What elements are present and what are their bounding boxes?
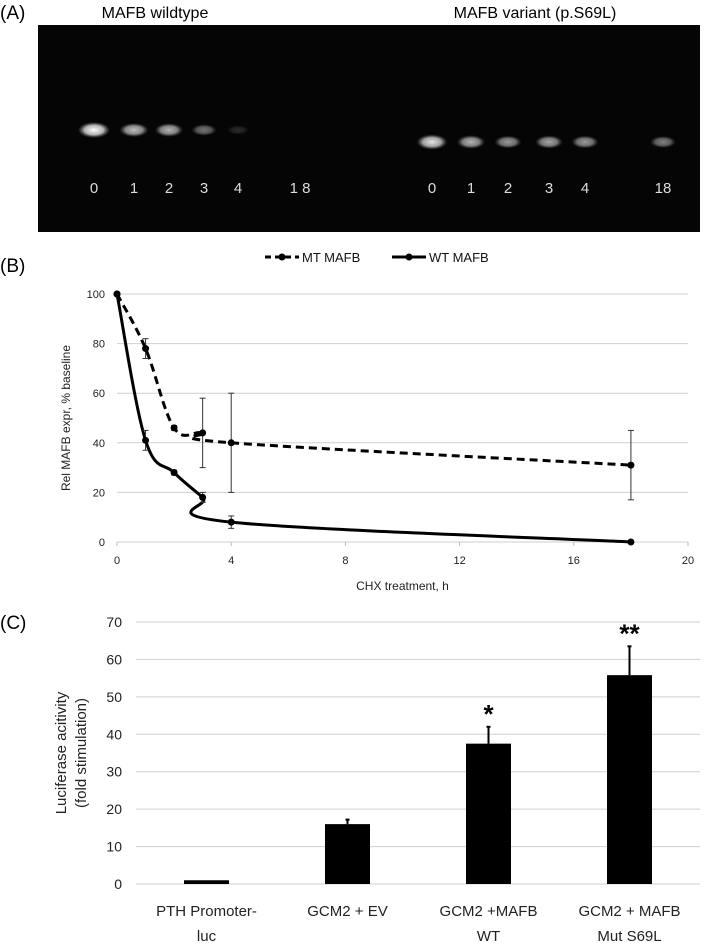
y-tick-label: 80 <box>93 339 105 351</box>
legend-marker <box>405 253 413 261</box>
x-tick-label: 4 <box>228 555 234 567</box>
lane-label: 3 <box>545 180 553 197</box>
panel-label-b: (B) <box>0 256 25 277</box>
gel-band <box>535 135 563 149</box>
x-tick-label: 8 <box>342 555 348 567</box>
lane-label: 2 <box>165 180 173 197</box>
significance-marker: ** <box>619 618 640 648</box>
data-point <box>227 518 235 526</box>
y-tick-label: 60 <box>93 388 105 400</box>
x-tick-label: 16 <box>568 555 580 567</box>
y-tick-label: 40 <box>106 726 122 742</box>
category-label: GCM2 + MAFB <box>578 903 680 920</box>
lane-label: 3 <box>200 180 208 197</box>
gel-band <box>456 135 486 149</box>
gel-group-title: MAFB wildtype <box>102 5 209 22</box>
y-tick-label: 30 <box>106 764 122 780</box>
bar <box>466 743 511 884</box>
legend-label: WT MAFB <box>429 250 489 265</box>
x-tick-label: 20 <box>682 555 694 567</box>
data-point <box>113 290 121 298</box>
gel-band <box>78 122 110 138</box>
data-point <box>627 538 635 546</box>
y-tick-label: 20 <box>106 801 122 817</box>
y-tick-label: 40 <box>93 438 105 450</box>
lane-label: 4 <box>581 180 589 197</box>
data-point <box>142 345 150 353</box>
lane-label: 0 <box>428 180 436 197</box>
gel-band <box>227 125 249 135</box>
x-axis-title: CHX treatment, h <box>356 579 449 593</box>
lane-label: 0 <box>90 180 98 197</box>
data-point <box>199 493 207 501</box>
y-tick-label: 50 <box>106 689 122 705</box>
y-tick-label: 20 <box>93 487 105 499</box>
category-label: WT <box>477 928 500 943</box>
legend-marker <box>278 253 286 261</box>
data-point <box>627 461 635 469</box>
lane-label: 18 <box>655 180 672 197</box>
x-tick-label: 12 <box>453 555 465 567</box>
bar <box>184 880 229 884</box>
y-tick-label: 60 <box>106 651 122 667</box>
y-axis-title: Rel MAFB expr, % baseline <box>59 345 73 491</box>
series-line-mt-mafb <box>115 293 631 467</box>
gel-band <box>191 124 217 136</box>
data-point <box>199 429 207 437</box>
lane-label: 4 <box>234 180 242 197</box>
category-label: luc <box>197 928 217 943</box>
y-tick-label: 0 <box>99 537 105 549</box>
gel-band <box>571 135 599 149</box>
category-label: PTH Promoter- <box>156 903 257 920</box>
data-point <box>170 424 178 432</box>
lane-label: 1 <box>130 180 138 197</box>
y-axis-title: (fold stimulation) <box>73 698 90 808</box>
panel-label-a: (A) <box>0 3 25 24</box>
category-label: Mut S69L <box>597 928 661 943</box>
gel-band <box>416 134 448 150</box>
y-tick-label: 70 <box>106 614 122 630</box>
data-point <box>142 436 150 444</box>
legend-label: MT MAFB <box>302 250 360 265</box>
panel-label-c: (C) <box>0 613 26 634</box>
series-line-wt-mafb <box>115 293 631 544</box>
y-tick-label: 0 <box>114 876 122 892</box>
bar <box>607 675 652 884</box>
category-label: GCM2 + EV <box>307 903 387 920</box>
y-tick-label: 10 <box>106 839 122 855</box>
data-point <box>227 439 235 447</box>
y-axis-title: Luciferase acitivity <box>53 691 70 814</box>
lane-label: 1 <box>467 180 475 197</box>
y-tick-label: 100 <box>87 289 105 301</box>
category-label: GCM2 +MAFB <box>440 903 538 920</box>
gel-group-title: MAFB variant (p.S69L) <box>454 5 617 22</box>
x-tick-label: 0 <box>114 555 120 567</box>
bar <box>325 824 370 884</box>
gel-band <box>119 123 149 137</box>
gel-band <box>154 123 184 137</box>
data-point <box>170 469 178 477</box>
significance-marker: * <box>483 699 494 729</box>
lane-label: 1 8 <box>290 180 311 197</box>
gel-band <box>650 136 676 148</box>
lane-label: 2 <box>504 180 512 197</box>
gel-image <box>38 25 700 232</box>
gel-band <box>494 135 522 149</box>
